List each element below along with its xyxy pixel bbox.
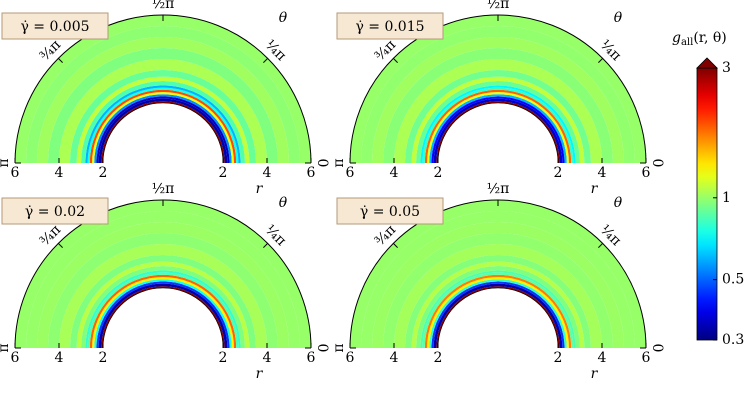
theta-tick xyxy=(392,57,398,63)
colorbar-tick-label: 3 xyxy=(722,60,731,76)
r-tick-label: 2 xyxy=(434,350,443,366)
r-tick-label: 4 xyxy=(55,350,64,366)
theta-tick-label: 0 xyxy=(314,344,330,353)
colorbar-tick-label: 0.5 xyxy=(722,272,744,288)
r-tick-label: 2 xyxy=(554,350,563,366)
inner-arc xyxy=(102,287,224,349)
inner-arc xyxy=(102,102,224,164)
panel-title: γ̇ = 0.02 xyxy=(25,204,85,220)
r-tick-label: 4 xyxy=(55,165,64,181)
ring-cell xyxy=(59,59,267,163)
inner-arc xyxy=(437,287,559,349)
r-tick-label: 6 xyxy=(307,165,316,181)
r-tick-label: 2 xyxy=(434,165,443,181)
r-axis-label: r xyxy=(256,366,264,382)
r-tick-label: 4 xyxy=(598,165,607,181)
theta-tick xyxy=(57,242,63,248)
colorbar-label-subscript: all xyxy=(681,37,693,48)
theta-axis-label: θ xyxy=(279,10,288,26)
r-tick-label: 2 xyxy=(219,165,228,181)
r-tick-label: 6 xyxy=(11,350,20,366)
r-tick-label: 6 xyxy=(642,350,651,366)
r-tick-label: 2 xyxy=(219,350,228,366)
panel-title: γ̇ = 0.015 xyxy=(355,19,424,35)
panel-title: γ̇ = 0.005 xyxy=(20,19,89,35)
theta-tick xyxy=(392,242,398,248)
r-tick-label: 4 xyxy=(598,350,607,366)
r-tick-label: 6 xyxy=(346,165,355,181)
r-tick-label: 4 xyxy=(390,350,399,366)
r-axis-label: r xyxy=(591,366,599,382)
panel-title: γ̇ = 0.05 xyxy=(360,204,420,220)
r-tick-label: 4 xyxy=(263,165,272,181)
r-tick-label: 6 xyxy=(346,350,355,366)
theta-tick xyxy=(263,57,269,63)
r-axis-label: r xyxy=(591,181,599,197)
theta-tick-label: ½π xyxy=(487,181,510,197)
r-tick-label: 6 xyxy=(11,165,20,181)
colorbar-extend xyxy=(696,57,718,69)
r-axis-label: r xyxy=(256,181,264,197)
theta-axis-label: θ xyxy=(279,195,288,211)
theta-tick-label: ½π xyxy=(152,0,175,12)
r-tick-label: 2 xyxy=(554,165,563,181)
colorbar xyxy=(696,67,718,341)
r-tick-label: 4 xyxy=(390,165,399,181)
title-box xyxy=(336,12,444,40)
theta-tick-label: 0 xyxy=(649,159,665,168)
title-box xyxy=(336,197,444,225)
theta-tick-label: 0 xyxy=(649,344,665,353)
theta-axis-label: θ xyxy=(614,10,623,26)
r-tick-label: 2 xyxy=(99,350,108,366)
r-tick-label: 6 xyxy=(307,350,316,366)
colorbar-label: gall(r, θ) xyxy=(672,30,727,48)
colorbar-label-args: (r, θ) xyxy=(693,30,726,46)
theta-tick-label: π xyxy=(0,158,12,167)
theta-tick xyxy=(598,57,604,63)
title-box xyxy=(1,12,109,40)
theta-tick-label: ½π xyxy=(152,181,175,197)
theta-tick-label: 0 xyxy=(314,159,330,168)
ring-cell xyxy=(394,59,602,163)
title-box xyxy=(1,197,109,225)
theta-tick-label: π xyxy=(331,158,347,167)
colorbar-label-symbol: g xyxy=(672,30,681,46)
inner-arc xyxy=(437,102,559,164)
r-tick-label: 6 xyxy=(642,165,651,181)
theta-tick-label: π xyxy=(0,343,12,352)
theta-tick xyxy=(598,242,604,248)
theta-tick-label: π xyxy=(331,343,347,352)
theta-tick-label: ½π xyxy=(487,0,510,12)
r-tick-label: 2 xyxy=(99,165,108,181)
colorbar-tick-label: 1 xyxy=(722,190,731,206)
ring-cell xyxy=(394,244,602,348)
colorbar-tick-label: 0.3 xyxy=(722,332,744,348)
r-tick-label: 4 xyxy=(263,350,272,366)
ring-cell xyxy=(59,244,267,348)
theta-tick xyxy=(57,57,63,63)
theta-tick xyxy=(263,242,269,248)
theta-axis-label: θ xyxy=(614,195,623,211)
